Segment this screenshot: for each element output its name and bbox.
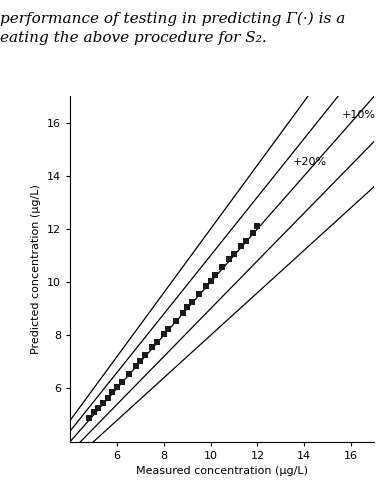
Point — [114, 383, 120, 391]
Point — [207, 277, 214, 285]
Point — [95, 405, 101, 412]
Point — [238, 242, 244, 250]
Point — [172, 317, 179, 324]
Point — [212, 272, 218, 279]
Point — [219, 264, 225, 271]
Text: performance of testing in predicting Γ(·) is a: performance of testing in predicting Γ(·… — [0, 12, 346, 26]
Point — [179, 309, 186, 316]
Point — [184, 303, 190, 311]
Point — [189, 298, 195, 306]
X-axis label: Measured concentration (μg/L): Measured concentration (μg/L) — [136, 466, 308, 476]
Point — [226, 256, 232, 264]
Point — [154, 338, 160, 346]
Point — [243, 237, 249, 245]
Point — [165, 325, 172, 333]
Point — [133, 362, 139, 370]
Point — [109, 389, 115, 396]
Point — [126, 370, 132, 378]
Point — [86, 414, 92, 421]
Point — [119, 378, 125, 385]
Y-axis label: Predicted concentration (μg/L): Predicted concentration (μg/L) — [32, 184, 41, 354]
Point — [90, 408, 97, 416]
Point — [250, 229, 256, 237]
Point — [142, 351, 148, 359]
Point — [100, 399, 106, 407]
Point — [137, 357, 144, 364]
Point — [161, 330, 167, 338]
Point — [254, 222, 261, 230]
Text: +10%: +10% — [342, 109, 376, 120]
Point — [149, 343, 155, 351]
Text: +20%: +20% — [292, 157, 327, 168]
Point — [203, 282, 209, 290]
Point — [231, 251, 237, 258]
Point — [105, 394, 111, 402]
Point — [196, 290, 202, 298]
Text: eating the above procedure for S₂.: eating the above procedure for S₂. — [0, 31, 267, 45]
